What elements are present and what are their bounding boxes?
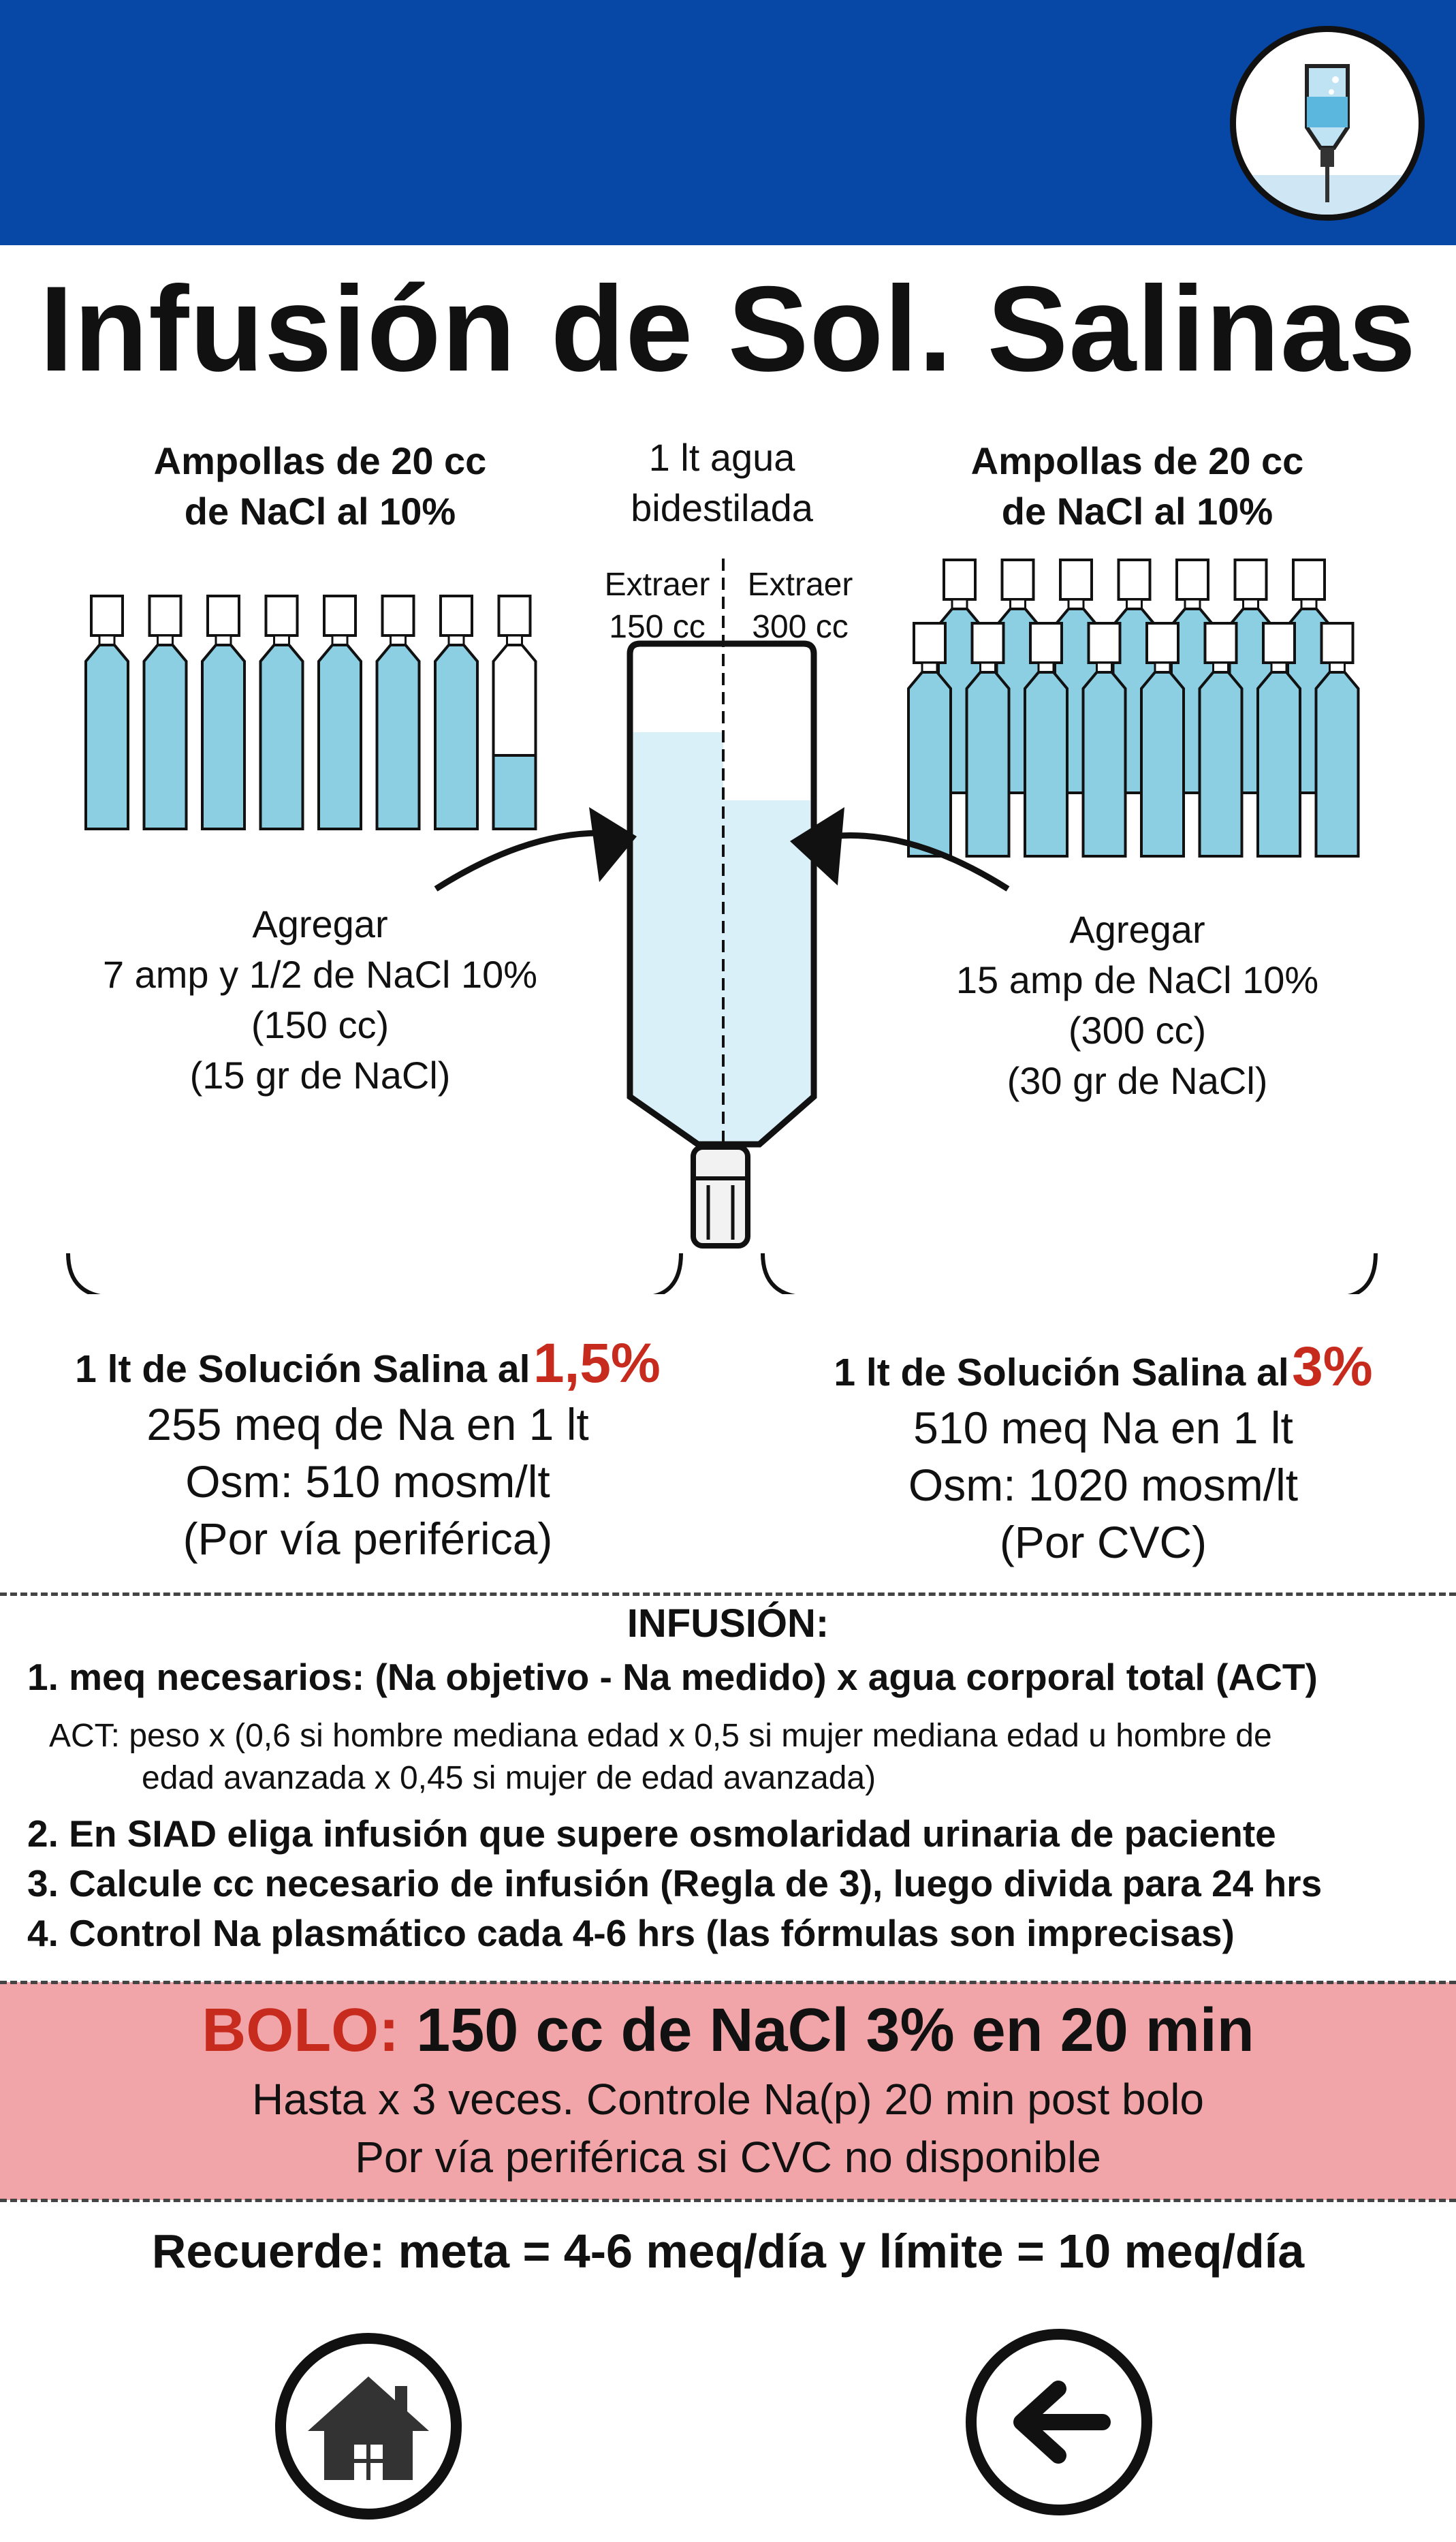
- ampoule-right-front-3: [1024, 622, 1069, 858]
- home-button[interactable]: [275, 2333, 462, 2520]
- ampoule-right-front-4: [1081, 622, 1127, 858]
- left-result-title: 1 lt de Solución Salina al: [75, 1347, 531, 1391]
- infusion-heading: INFUSIÓN:: [627, 1601, 829, 1646]
- ampoule-left-7: [434, 595, 479, 830]
- right-ampoules-line2: de NaCl al 10%: [1001, 490, 1273, 533]
- right-add-line2: 15 amp de NaCl 10%: [955, 958, 1319, 1001]
- ampoule-left-4: [259, 595, 304, 830]
- bolo-label: BOLO:: [202, 1996, 400, 2065]
- bolo-title: BOLO: 150 cc de NaCl 3% en 20 min: [0, 1996, 1456, 2066]
- right-ampoules-label: Ampollas de 20 cc de NaCl al 10%: [885, 436, 1389, 537]
- ampoule-left-8: [492, 595, 537, 830]
- recuerde-text: Recuerde: meta = 4-6 meq/día y límite = …: [151, 2225, 1305, 2278]
- right-ampoules-line1: Ampollas de 20 cc: [970, 439, 1304, 482]
- extract-right-line2: 300 cc: [752, 609, 849, 645]
- bottle-label-line2: bidestilada: [631, 486, 813, 529]
- left-brace: [66, 1253, 683, 1294]
- left-ampoules-line1: Ampollas de 20 cc: [153, 439, 487, 482]
- extract-left-line1: Extraer: [604, 567, 710, 603]
- infusion-item-1: 1. meq necesarios: (Na objetivo - Na med…: [27, 1656, 1318, 1698]
- right-add-text: Agregar 15 amp de NaCl 10% (300 cc) (30 …: [865, 905, 1410, 1106]
- ampoule-left-6: [375, 595, 421, 830]
- left-add-line2: 7 amp y 1/2 de NaCl 10%: [102, 953, 538, 996]
- page-title: Infusión de Sol. Salinas: [39, 261, 1417, 396]
- left-result: 1 lt de Solución Salina al 1,5% 255 meq …: [14, 1332, 722, 1567]
- ampoule-left-5: [317, 595, 362, 830]
- left-add-text: Agregar 7 amp y 1/2 de NaCl 10% (150 cc)…: [48, 899, 592, 1101]
- extract-right-label: Extraer 300 cc: [729, 564, 872, 648]
- ampoule-left-3: [201, 595, 246, 830]
- header-bar: [0, 0, 1456, 245]
- separator-3: [0, 2199, 1456, 2202]
- illustration: [66, 559, 1378, 1294]
- right-result-percent: 3%: [1292, 1336, 1373, 1398]
- extract-left-label: Extraer 150 cc: [586, 564, 729, 648]
- left-arrow: [434, 807, 637, 892]
- left-result-line1: 255 meq de Na en 1 lt: [146, 1399, 589, 1449]
- ampoule-right-front-8: [1314, 622, 1360, 858]
- extract-right-line1: Extraer: [747, 567, 853, 603]
- bolo-line2: Por vía periférica si CVC no disponible: [355, 2133, 1101, 2182]
- right-arrow: [790, 807, 1010, 892]
- separator-2: [0, 1981, 1456, 1984]
- bolo-line1: Hasta x 3 veces. Controle Na(p) 20 min p…: [252, 2075, 1204, 2124]
- extract-left-line2: 150 cc: [609, 609, 706, 645]
- bottle-label: 1 lt agua bidestilada: [565, 433, 879, 533]
- home-icon: [308, 2376, 429, 2480]
- left-ampoules-group: [84, 595, 537, 830]
- ampoule-right-front-1: [907, 622, 952, 858]
- right-ampoules-front-group: [907, 622, 1360, 858]
- back-button[interactable]: [966, 2329, 1152, 2515]
- separator-1: [0, 1592, 1456, 1596]
- infusion-item-4: 4. Control Na plasmático cada 4-6 hrs (l…: [27, 1912, 1235, 1954]
- ampoule-left-2: [142, 595, 188, 830]
- left-ampoules-label: Ampollas de 20 cc de NaCl al 10%: [68, 436, 572, 537]
- infusion-item-3: 3. Calcule cc necesario de infusión (Reg…: [27, 1862, 1323, 1904]
- back-arrow-icon: [1013, 2381, 1111, 2464]
- right-result-line2: Osm: 1020 mosm/lt: [908, 1460, 1299, 1510]
- ampoule-right-front-5: [1140, 622, 1185, 858]
- right-add-line4: (30 gr de NaCl): [1007, 1059, 1268, 1102]
- infusion-item-2: 2. En SIAD eliga infusión que supere osm…: [27, 1813, 1276, 1855]
- left-result-line2: Osm: 510 mosm/lt: [185, 1456, 550, 1507]
- left-ampoules-line2: de NaCl al 10%: [184, 490, 456, 533]
- right-result: 1 lt de Solución Salina al 3% 510 meq Na…: [749, 1335, 1456, 1571]
- infusion-note-line2: edad avanzada x 0,45 si mujer de edad av…: [142, 1760, 876, 1796]
- right-brace: [761, 1253, 1378, 1294]
- right-result-line1: 510 meq Na en 1 lt: [913, 1402, 1293, 1453]
- right-add-line1: Agregar: [1069, 908, 1205, 951]
- left-result-percent: 1,5%: [533, 1332, 661, 1394]
- infusion-note-line1: ACT: peso x (0,6 si hombre mediana edad …: [49, 1718, 1272, 1754]
- left-add-line1: Agregar: [252, 903, 388, 945]
- right-result-title: 1 lt de Solución Salina al: [834, 1351, 1289, 1394]
- bolo-text: 150 cc de NaCl 3% en 20 min: [416, 1996, 1254, 2065]
- bottle-label-line1: 1 lt agua: [648, 436, 795, 479]
- right-result-line3: (Por CVC): [999, 1517, 1207, 1567]
- left-result-line3: (Por vía periférica): [183, 1513, 553, 1564]
- left-add-line4: (15 gr de NaCl): [189, 1054, 451, 1097]
- right-add-line3: (300 cc): [1068, 1009, 1207, 1052]
- bolo-box: [0, 1982, 1456, 2200]
- ampoule-right-front-6: [1198, 622, 1244, 858]
- water-bottle: [627, 559, 817, 1249]
- ampoule-left-1: [84, 595, 129, 830]
- left-add-line3: (150 cc): [251, 1003, 390, 1046]
- ampoule-right-front-2: [965, 622, 1011, 858]
- ampoule-right-front-7: [1256, 622, 1301, 858]
